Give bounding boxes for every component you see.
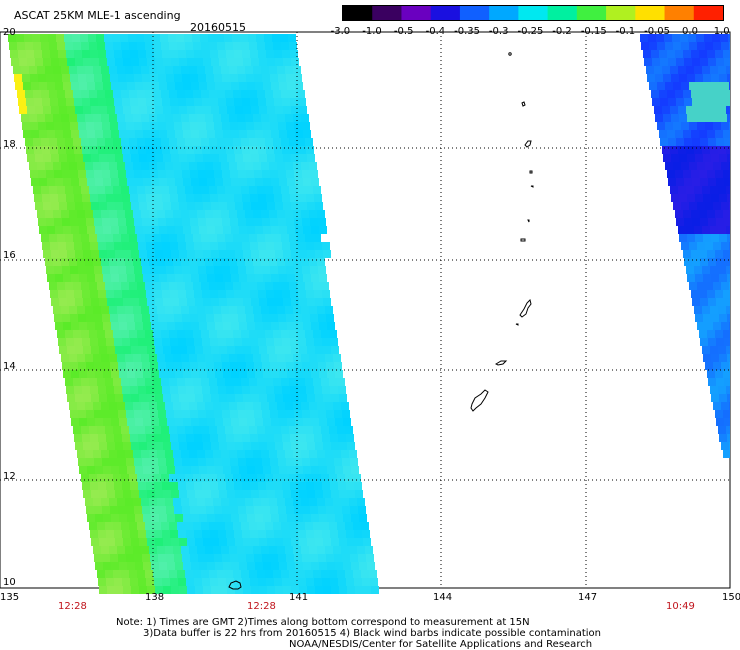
colorbar-tick-label: -0.2 xyxy=(552,26,572,37)
swath-cells xyxy=(8,34,730,594)
longitude-label: 144 xyxy=(433,592,453,603)
latitude-label: 10 xyxy=(3,577,16,588)
latitude-label: 18 xyxy=(3,139,16,150)
note-line-3: NOAA/NESDIS/Center for Satellite Applica… xyxy=(289,639,593,650)
longitude-label: 135 xyxy=(0,592,20,603)
colorbar-tick-label: -3.0 xyxy=(330,26,351,37)
colorbar-tick-label: -0.4 xyxy=(425,26,446,37)
colorbar-swatch xyxy=(547,6,578,20)
colorbar-swatch xyxy=(489,6,519,20)
colorbar-swatch xyxy=(664,6,695,20)
latitude-label: 16 xyxy=(3,250,16,261)
note-line-2: 3)Data buffer is 22 hrs from 20160515 4)… xyxy=(143,628,601,639)
colorbar-tick-label: -0.3 xyxy=(488,26,509,37)
coastlines xyxy=(228,52,534,590)
colorbar-swatch xyxy=(430,6,461,20)
colorbar-swatch xyxy=(459,6,490,20)
colorbar-tick-label: -0.15 xyxy=(580,26,607,37)
colorbar-swatch xyxy=(343,6,373,20)
latitude-label: 12 xyxy=(3,471,16,482)
colorbar-swatch xyxy=(518,6,549,20)
latitude-label: 14 xyxy=(3,361,16,372)
colorbar-swatch xyxy=(576,6,607,20)
colorbar-tick-label: -0.05 xyxy=(644,26,671,37)
colorbar-tick-label: 1.0 xyxy=(713,26,730,37)
colorbar-tick-label: -0.5 xyxy=(393,26,414,37)
colorbar-tick-label: 0.0 xyxy=(682,26,698,37)
longitude-label: 138 xyxy=(145,592,165,603)
pass-time-3: 10:49 xyxy=(666,601,695,612)
colorbar-swatch xyxy=(693,6,724,20)
colorbar-tick-label: -1.0 xyxy=(362,26,382,37)
colorbar-tick-label: -0.25 xyxy=(517,26,544,37)
colorbar-tick-label: -0.1 xyxy=(615,26,636,37)
colorbar-tick-label: -0.35 xyxy=(454,26,481,37)
colorbar-swatch xyxy=(401,6,432,20)
pass-time-1: 12:28 xyxy=(58,601,87,612)
colorbar-swatch xyxy=(606,6,636,20)
colorbar-swatch xyxy=(635,6,666,20)
chart-title: ASCAT 25KM MLE-1 ascending xyxy=(14,9,181,22)
graticule xyxy=(0,32,730,588)
colorbar-swatch xyxy=(372,6,402,20)
note-line-1: Note: 1) Times are GMT 2)Times along bot… xyxy=(116,617,530,628)
longitude-label: 150 xyxy=(722,592,740,603)
pass-time-2: 12:28 xyxy=(247,601,276,612)
latitude-label: 20 xyxy=(3,27,16,38)
longitude-label: 147 xyxy=(578,592,598,603)
longitude-label: 141 xyxy=(289,592,309,603)
colorbar xyxy=(342,5,724,21)
date-label: 20160515 xyxy=(190,21,246,34)
